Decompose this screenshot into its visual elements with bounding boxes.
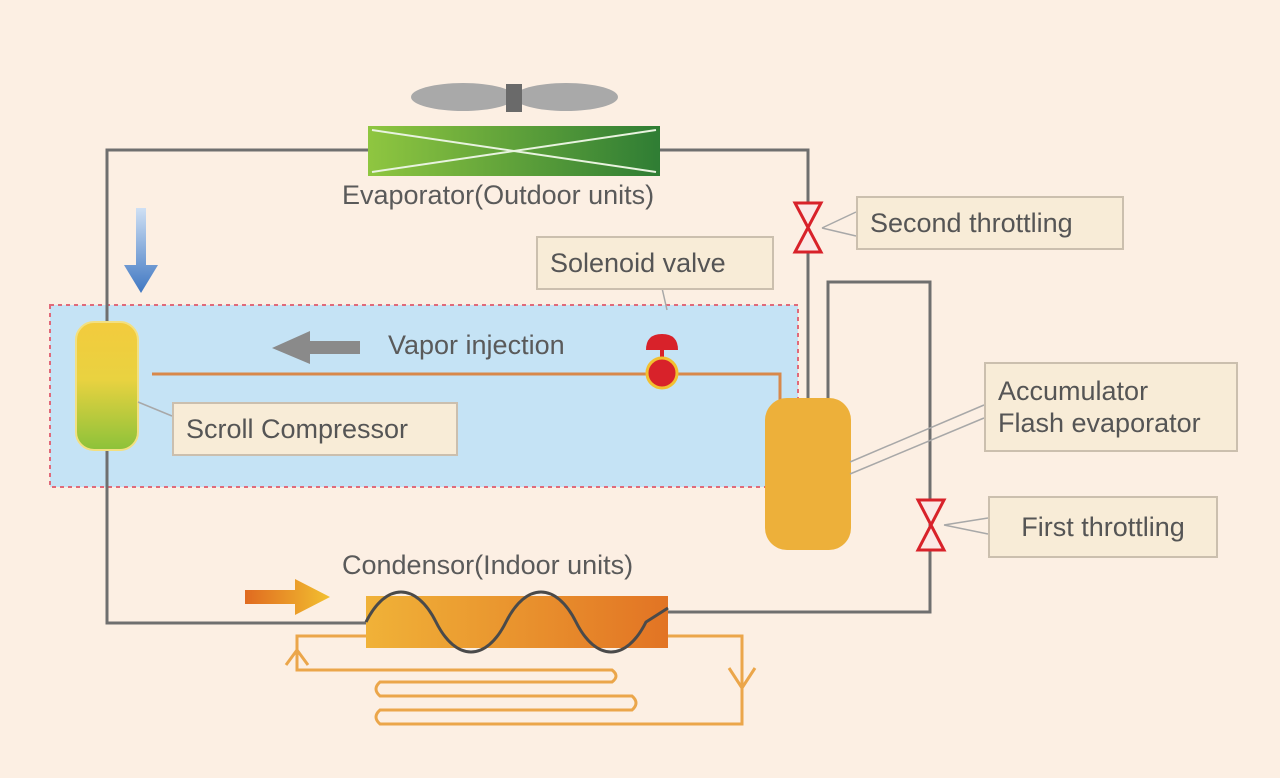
indoor-water-loop (284, 634, 757, 726)
fan-icon (411, 83, 618, 112)
flow-arrow-down-icon (124, 208, 158, 293)
condensor-label: Condensor(Indoor units) (342, 550, 634, 580)
first-throttling-valve-icon (915, 498, 947, 552)
evaporator-coil (368, 126, 660, 176)
scroll-compressor-vessel (75, 321, 139, 451)
solenoid-valve-icon (645, 334, 679, 390)
vapor-injection-label: Vapor injection (388, 330, 565, 360)
evaporator-label: Evaporator(Outdoor units) (342, 180, 655, 210)
second-throttling-label: Second throttling (856, 196, 1124, 250)
leader-lines (137, 211, 989, 535)
injection-line (152, 372, 782, 400)
vapor-injection-zone (49, 304, 799, 488)
condensor-coil (364, 590, 669, 654)
flow-arrow-right-icon (245, 579, 330, 615)
scroll-compressor-label: Scroll Compressor (172, 402, 458, 456)
accumulator-label: Accumulator (998, 375, 1149, 406)
second-throttling-valve-icon (792, 201, 824, 254)
flash-evaporator-label: Flash evaporator (998, 408, 1201, 438)
flow-arrow-left-icon (272, 331, 360, 364)
solenoid-valve-label: Solenoid valve (536, 236, 774, 290)
accumulator-label-box: Accumulator Flash evaporator (984, 362, 1238, 452)
accumulator-vessel (765, 398, 851, 550)
first-throttling-label: First throttling (988, 496, 1218, 558)
